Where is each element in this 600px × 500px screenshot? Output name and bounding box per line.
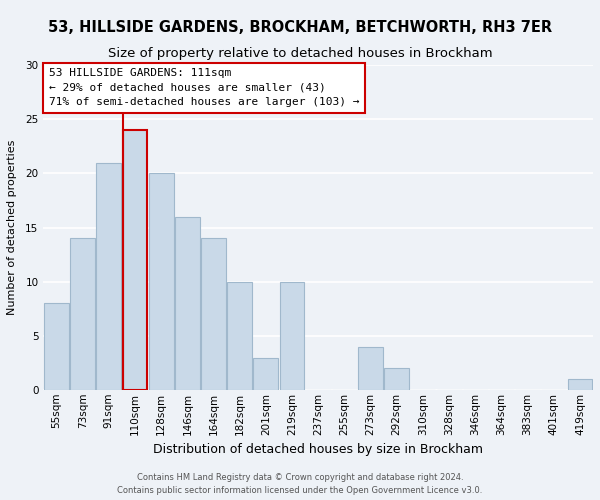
Text: Size of property relative to detached houses in Brockham: Size of property relative to detached ho… — [107, 48, 493, 60]
Bar — [385, 368, 409, 390]
Bar — [149, 174, 173, 390]
Bar — [122, 130, 148, 390]
Y-axis label: Number of detached properties: Number of detached properties — [7, 140, 17, 315]
Bar — [201, 238, 226, 390]
Bar — [568, 379, 592, 390]
X-axis label: Distribution of detached houses by size in Brockham: Distribution of detached houses by size … — [153, 443, 483, 456]
Text: 53, HILLSIDE GARDENS, BROCKHAM, BETCHWORTH, RH3 7ER: 53, HILLSIDE GARDENS, BROCKHAM, BETCHWOR… — [48, 20, 552, 35]
Bar — [358, 346, 383, 390]
Bar — [44, 304, 69, 390]
Bar — [253, 358, 278, 390]
Bar — [97, 162, 121, 390]
Text: 53 HILLSIDE GARDENS: 111sqm
← 29% of detached houses are smaller (43)
71% of sem: 53 HILLSIDE GARDENS: 111sqm ← 29% of det… — [49, 68, 359, 107]
Text: Contains HM Land Registry data © Crown copyright and database right 2024.
Contai: Contains HM Land Registry data © Crown c… — [118, 473, 482, 495]
Bar — [175, 216, 200, 390]
Bar — [280, 282, 304, 390]
Bar — [227, 282, 252, 390]
Bar — [70, 238, 95, 390]
